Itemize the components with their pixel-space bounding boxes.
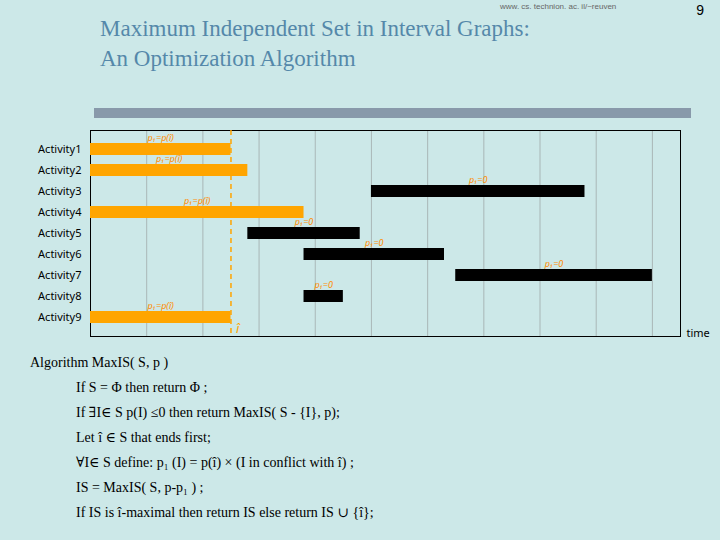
html-text:www. cs. technion. ac. il/~reu: www. cs. technion. ac. il/~reuven: [500, 2, 617, 11]
svg-text:p₁=p(î): p₁=p(î): [155, 152, 183, 165]
html-text:An Optimization Algorithm: An Optimization Algorithm: [100, 46, 356, 71]
html-text:If IS is î-maximal then return: If IS is î-maximal then return IS else r…: [76, 505, 374, 520]
svg-text:Activity6: Activity6: [38, 246, 81, 261]
svg-text:Activity3: Activity3: [38, 183, 81, 198]
svg-text:p₁=0: p₁=0: [468, 173, 488, 186]
html-text:∀I∈ S define: p₁ (I) = p(î) ×: ∀I∈ S define: p₁ (I) = p(î) × (I in conf…: [76, 455, 354, 470]
svg-text:time: time: [687, 325, 710, 340]
svg-text:p₁=p(î): p₁=p(î): [147, 131, 175, 144]
svg-text:p₁=0: p₁=0: [294, 215, 314, 228]
svg-text:Activity7: Activity7: [38, 267, 81, 282]
html-text:9: 9: [696, 2, 704, 18]
svg-text:p₁=p(î): p₁=p(î): [147, 299, 175, 312]
svg-text:p₁=p(î): p₁=p(î): [183, 194, 211, 207]
html-text:If S = Φ then return Φ ;: If S = Φ then return Φ ;: [76, 380, 208, 395]
svg-text:Activity4: Activity4: [38, 204, 82, 219]
svg-text:î: î: [236, 319, 241, 337]
svg-text:Activity9: Activity9: [38, 309, 81, 324]
html-text:Let î ∈ S that ends first;: Let î ∈ S that ends first;: [76, 430, 211, 445]
svg-text:p₁=0: p₁=0: [313, 278, 333, 291]
svg-text:p₁=0: p₁=0: [364, 236, 384, 249]
html-text:IS = MaxIS( S, p-p₁ ) ;: IS = MaxIS( S, p-p₁ ) ;: [76, 480, 204, 495]
svg-text:Activity5: Activity5: [38, 225, 81, 240]
html-text:If ∃I∈ S p(I) ≤0 then return M: If ∃I∈ S p(I) ≤0 then return MaxIS( S - …: [76, 405, 340, 420]
html-text:Algorithm MaxIS( S, p ): Algorithm MaxIS( S, p ): [30, 355, 169, 370]
html-text:Maximum Independent Set in Int: Maximum Independent Set in Interval Grap…: [100, 16, 530, 41]
svg-text:Activity8: Activity8: [38, 288, 81, 303]
svg-text:Activity2: Activity2: [38, 162, 81, 177]
svg-text:Activity1: Activity1: [38, 141, 81, 156]
svg-text:p₁=0: p₁=0: [544, 257, 564, 270]
